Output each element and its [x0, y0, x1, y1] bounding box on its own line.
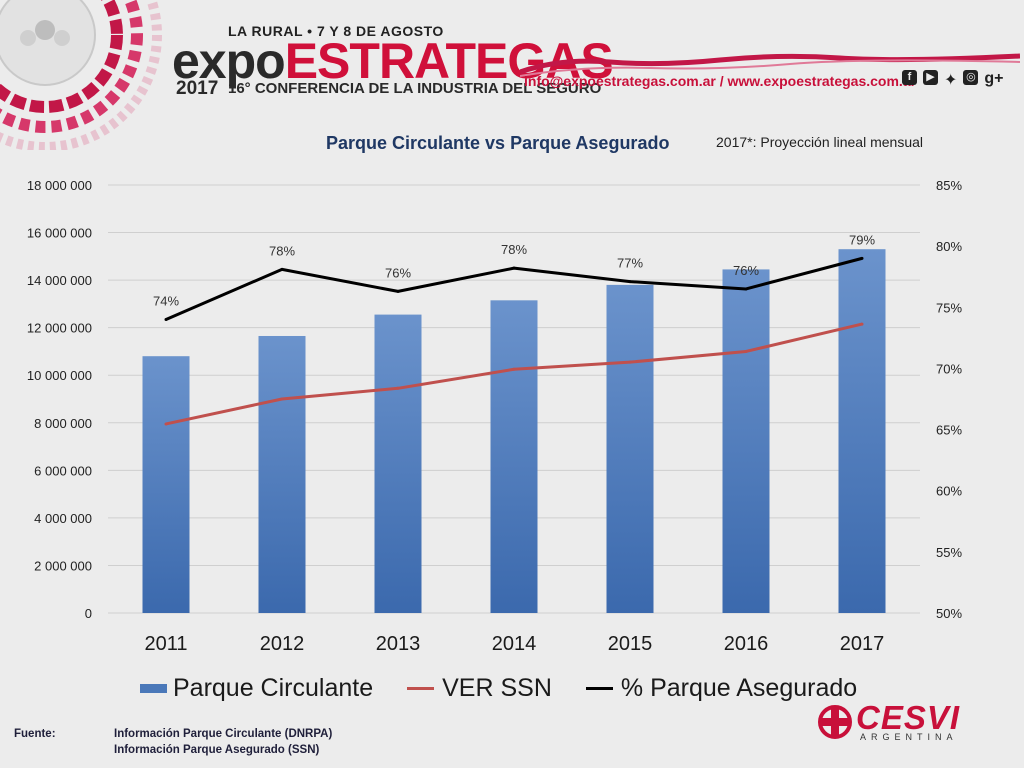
line-series: 74% 78% 76% 78% 77% 76% 79%	[153, 232, 875, 426]
data-label-parque-asegurado: 78%	[501, 242, 527, 257]
bar-2012	[258, 335, 306, 613]
y-left-tick-label: 12 000 000	[27, 321, 92, 336]
data-label-parque-asegurado: 74%	[153, 294, 179, 309]
legend-item-parque-asegurado: % Parque Asegurado	[585, 674, 858, 703]
legend-label: % Parque Asegurado	[620, 674, 858, 702]
legend-label: Parque Circulante	[173, 674, 374, 702]
instagram-icon[interactable]: ◎	[963, 70, 979, 85]
event-title-expo: expo	[172, 33, 286, 89]
event-title: expoESTRATEGAS	[172, 33, 614, 89]
x-tick-label: 2016	[724, 633, 769, 655]
bar-2015	[606, 284, 654, 613]
legend-swatch-line-black	[585, 687, 613, 690]
chart-title: Parque Circulante vs Parque Asegurado	[326, 133, 670, 153]
x-tick-label: 2014	[492, 633, 537, 655]
legend-swatch-bar	[140, 684, 167, 693]
y-left-tick-label: 2 000 000	[34, 558, 92, 573]
point-ver-ssn	[280, 397, 284, 401]
google-plus-icon[interactable]: g+	[984, 70, 1004, 87]
y-axis-left: 0 2 000 000 4 000 000 6 000 000 8 000 000 10 …	[27, 178, 92, 621]
cesvi-emblem-icon	[818, 705, 852, 739]
y-right-tick-label: 70%	[936, 361, 962, 376]
legend-label: VER SSN	[442, 674, 552, 702]
legend-item-parque-circulante: Parque Circulante	[140, 674, 373, 703]
point-ver-ssn	[628, 360, 632, 364]
cesvi-logo: CESVI ARGENTINA	[818, 699, 978, 745]
x-tick-label: 2013	[376, 633, 421, 655]
bar-2017	[838, 249, 886, 613]
y-right-tick-label: 55%	[936, 545, 962, 560]
y-right-tick-label: 85%	[936, 178, 962, 193]
x-tick-label: 2017	[840, 633, 885, 655]
footer-source-1: Información Parque Circulante (DNRPA)	[114, 728, 333, 740]
y-left-tick-label: 4 000 000	[34, 511, 92, 526]
y-left-tick-label: 8 000 000	[34, 416, 92, 431]
data-label-parque-asegurado: 79%	[849, 232, 875, 247]
event-dates: LA RURAL • 7 Y 8 DE AGOSTO	[228, 23, 444, 39]
twitter-icon[interactable]: ✦	[944, 72, 958, 89]
chart-note: 2017*: Proyección lineal mensual	[716, 134, 924, 150]
footer-label: Fuente:	[14, 728, 56, 740]
chart-legend: Parque Circulante VER SSN % Parque Asegu…	[140, 674, 891, 703]
y-left-tick-label: 14 000 000	[27, 273, 92, 288]
point-ver-ssn	[860, 322, 864, 326]
cesvi-brand: CESVI	[856, 699, 961, 736]
data-label-parque-asegurado: 78%	[269, 243, 295, 258]
data-label-parque-asegurado: 76%	[733, 263, 759, 278]
y-left-tick-label: 10 000 000	[27, 368, 92, 383]
youtube-icon[interactable]: ▶	[923, 70, 938, 85]
facebook-icon[interactable]: f	[902, 70, 917, 85]
x-tick-label: 2011	[144, 633, 187, 655]
x-tick-label: 2012	[260, 633, 305, 655]
point-ver-ssn	[744, 349, 748, 353]
point-ver-ssn	[512, 367, 516, 371]
event-header: LA RURAL • 7 Y 8 DE AGOSTO expoESTRATEGA…	[0, 0, 1024, 115]
y-left-tick-label: 18 000 000	[27, 178, 92, 193]
point-ver-ssn	[164, 422, 168, 426]
point-parque-asegurado	[628, 280, 632, 284]
event-year: 2017	[176, 78, 219, 99]
x-tick-label: 2015	[608, 633, 653, 655]
decorative-circle-graphic	[0, 0, 162, 150]
y-left-tick-label: 16 000 000	[27, 226, 92, 241]
legend-swatch-line-red	[407, 687, 435, 690]
contact-info: info@expoestrategas.com.ar / www.expoest…	[524, 73, 917, 89]
point-parque-asegurado	[512, 266, 516, 270]
bar-2014	[490, 300, 538, 613]
point-parque-asegurado	[744, 287, 748, 291]
y-right-tick-label: 65%	[936, 423, 962, 438]
data-label-parque-asegurado: 76%	[385, 265, 411, 280]
bar-2011	[142, 356, 190, 613]
bar-series-parque-circulante	[142, 249, 886, 613]
point-parque-asegurado	[164, 318, 168, 322]
point-ver-ssn	[396, 386, 400, 390]
y-axis-right: 50% 55% 60% 65% 70% 75% 80% 85%	[936, 178, 962, 621]
decorative-wave-graphic	[520, 53, 1020, 77]
y-right-tick-label: 50%	[936, 606, 962, 621]
event-subtitle: 16° CONFERENCIA DE LA INDUSTRIA DEL SEGU…	[228, 80, 602, 97]
point-parque-asegurado	[860, 256, 864, 260]
legend-item-ver-ssn: VER SSN	[407, 674, 552, 703]
data-label-parque-asegurado: 77%	[617, 256, 643, 271]
bar-2016	[722, 269, 770, 613]
social-icons: f ▶ ✦ ◎ g+	[902, 70, 1004, 90]
bar-2013	[374, 314, 422, 613]
cesvi-subtitle: ARGENTINA	[860, 732, 958, 742]
y-left-tick-label: 0	[85, 606, 92, 621]
footer-source-2: Información Parque Asegurado (SSN)	[114, 744, 320, 756]
y-right-tick-label: 60%	[936, 484, 962, 499]
point-parque-asegurado	[396, 289, 400, 293]
y-right-tick-label: 75%	[936, 300, 962, 315]
y-left-tick-label: 6 000 000	[34, 463, 92, 478]
x-axis-labels: 2011 2012 2013 2014 2015 2016 2017	[144, 633, 884, 655]
point-parque-asegurado	[280, 267, 284, 271]
y-right-tick-label: 80%	[936, 239, 962, 254]
